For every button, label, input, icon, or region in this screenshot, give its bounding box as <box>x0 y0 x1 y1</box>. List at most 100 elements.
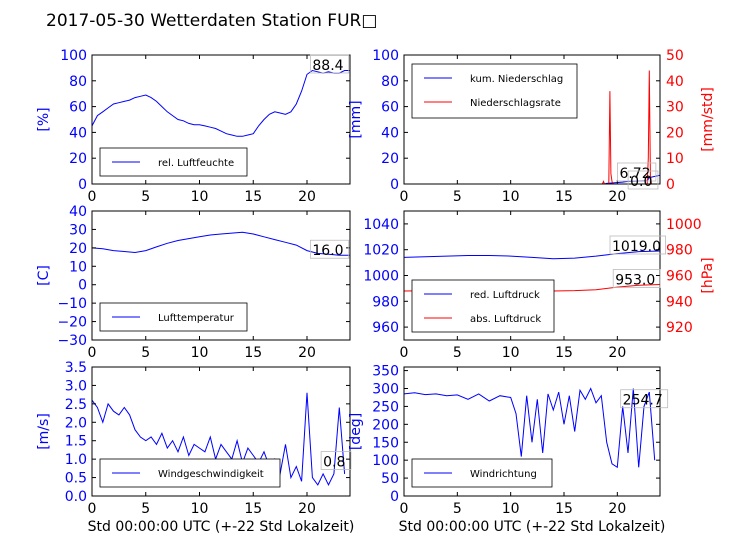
ytick-label: 30 <box>69 222 87 238</box>
xtick-label: 10 <box>191 501 209 517</box>
ytick-label: 20 <box>69 241 87 257</box>
ytick2-label: 960 <box>666 269 693 285</box>
annotation-label: 953.0 <box>615 273 655 289</box>
legend-label: abs. Luftdruck <box>470 314 541 325</box>
annotation-box <box>309 239 350 259</box>
ytick2-label: 50 <box>666 48 684 64</box>
ytick-label: 60 <box>69 100 87 116</box>
annotation-box <box>620 389 669 409</box>
ytick-label: 100 <box>372 48 399 64</box>
ytick-label: −10 <box>57 296 87 312</box>
ytick-label: 0 <box>78 278 87 294</box>
xtick-label: 20 <box>298 189 316 205</box>
ytick-label: 0 <box>390 489 399 505</box>
ytick2-label: 20 <box>666 125 684 141</box>
xtick-label: 15 <box>244 189 262 205</box>
ytick-label: 980 <box>372 294 399 310</box>
xtick-label: 5 <box>141 345 150 361</box>
legend-label: red. Luftdruck <box>470 290 540 301</box>
ytick-label: 150 <box>372 435 399 451</box>
xtick-label: 15 <box>555 501 573 517</box>
legend-label: Windgeschwindigkeit <box>158 469 264 480</box>
xtick-label: 20 <box>608 189 626 205</box>
xtick-label: 5 <box>453 189 462 205</box>
annotation-box <box>612 269 661 288</box>
ylabel2-pressure: [hPa] <box>700 257 716 293</box>
ytick2-label: 980 <box>666 243 693 259</box>
xlabel-windspeed: Std 00:00:00 UTC (+-22 Std Lokalzeit) <box>88 519 355 535</box>
legend-label: Niederschlagsrate <box>470 98 561 109</box>
xtick-label: 5 <box>453 501 462 517</box>
ylabel-windspeed: [m/s] <box>36 413 52 450</box>
ytick-label: 0 <box>390 177 399 193</box>
ytick-label: 200 <box>372 417 399 433</box>
ytick-label: 40 <box>381 125 399 141</box>
axes-frame-windspeed <box>91 366 351 497</box>
xtick-label: 20 <box>298 345 316 361</box>
ytick-label: 1040 <box>363 217 399 233</box>
xtick-label: 10 <box>502 501 520 517</box>
annotation-box <box>609 235 666 255</box>
annotation-box <box>617 162 657 182</box>
series-line-precipitation-1 <box>404 70 660 185</box>
ytick2-label: 920 <box>666 320 693 336</box>
ytick-label: 2.5 <box>65 397 87 413</box>
xtick-label: 15 <box>244 345 262 361</box>
axes-frame-precipitation <box>403 54 661 185</box>
annotation-label: 0.8 <box>323 455 345 471</box>
xtick-label: 20 <box>608 345 626 361</box>
annotation-label: 254.7 <box>623 393 663 409</box>
ytick2-label: 940 <box>666 294 693 310</box>
ytick-label: −30 <box>57 333 87 349</box>
ytick-label: 960 <box>372 320 399 336</box>
ytick-label: −20 <box>57 315 87 331</box>
ytick2-label: 0 <box>666 177 675 193</box>
legend-box-precipitation <box>411 63 578 119</box>
xtick-label: 5 <box>141 189 150 205</box>
ylabel-precipitation: [mm] <box>348 100 364 138</box>
ytick-label: 50 <box>381 471 399 487</box>
legend-label: rel. Luftfeuchte <box>158 158 234 169</box>
ytick-label: 100 <box>372 453 399 469</box>
annotation-box <box>627 170 659 190</box>
ytick-label: 20 <box>69 151 87 167</box>
ytick-label: 10 <box>69 259 87 275</box>
legend-label: kum. Niederschlag <box>470 74 563 85</box>
ytick-label: 3.0 <box>65 378 87 394</box>
ytick-label: 3.5 <box>65 360 87 376</box>
annotation-label: 6.72 <box>619 166 650 182</box>
ylabel-temperature: [C] <box>36 265 52 286</box>
ytick-label: 0 <box>78 177 87 193</box>
axes-frame-winddirection <box>403 366 661 497</box>
xtick-label: 0 <box>400 345 409 361</box>
ytick-label: 1020 <box>363 243 399 259</box>
xtick-label: 20 <box>608 501 626 517</box>
annotation-label: 16.0 <box>312 243 343 259</box>
xtick-label: 15 <box>244 501 262 517</box>
annotation-label: 1019.0 <box>612 239 661 255</box>
ylabel-winddirection: [deg] <box>348 413 364 450</box>
ytick-label: 0.0 <box>65 489 87 505</box>
subplot-precipitation: 0 5 10 15 20 0 20 40 60 80 100 0 10 20 30 40 50 [mm] [mm/s… <box>348 48 716 205</box>
xtick-label: 0 <box>88 501 97 517</box>
ytick-label: 1000 <box>363 269 399 285</box>
annotation-label: 0.0 <box>630 174 652 190</box>
xlabel-winddirection: Std 00:00:00 UTC (+-22 Std Lokalzeit) <box>399 519 666 535</box>
ytick2-label: 40 <box>666 74 684 90</box>
xtick-label: 10 <box>502 189 520 205</box>
series-line-humidity-0 <box>91 69 350 137</box>
legend-box-pressure <box>411 279 555 333</box>
xtick-label: 15 <box>555 345 573 361</box>
xtick-label: 20 <box>298 501 316 517</box>
xtick-label: 10 <box>502 345 520 361</box>
subplot-pressure: 0 5 10 15 20 960 980 1000 1020 1040 920 940 960 980 10… <box>363 210 716 361</box>
ytick-label: 100 <box>60 48 87 64</box>
ytick-label: 20 <box>381 151 399 167</box>
subplot-temperature: 0 5 10 15 20 −30 −20 −10 0 10 20 30 40 [C] Lufttempera… <box>36 204 351 361</box>
ytick-label: 2.0 <box>65 415 87 431</box>
figure-title: 2017-05-30 Wetterdaten Station FUR□ <box>46 11 377 31</box>
xtick-label: 5 <box>141 501 150 517</box>
legend-label: Lufttemperatur <box>158 313 235 324</box>
